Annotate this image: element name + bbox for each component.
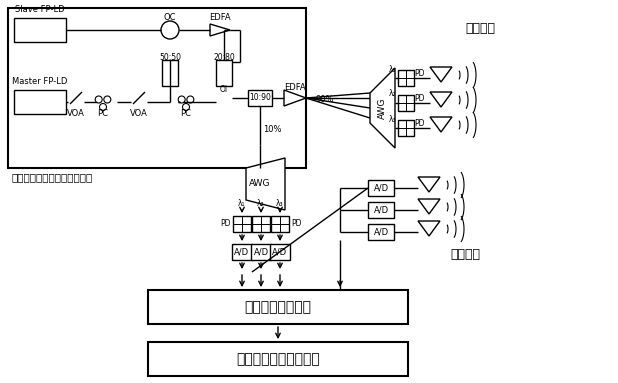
Text: λ₃: λ₃ [389, 115, 397, 123]
Text: λ₂: λ₂ [257, 200, 265, 208]
Text: VOA: VOA [130, 108, 148, 118]
Text: λ₃: λ₃ [276, 200, 284, 208]
Bar [398, 120, 414, 136]
Bar [271, 216, 289, 232]
Polygon shape [418, 221, 440, 236]
Polygon shape [284, 90, 306, 106]
Polygon shape [370, 68, 395, 148]
Text: 乳腺肿瘤分类识别模块: 乳腺肿瘤分类识别模块 [236, 352, 320, 366]
Bar [270, 244, 290, 260]
Bar [148, 290, 408, 324]
Bar [232, 244, 252, 260]
Polygon shape [430, 117, 452, 132]
Text: 混沌微波光子超宽带产生单元: 混沌微波光子超宽带产生单元 [12, 172, 93, 182]
Text: Master FP-LD: Master FP-LD [12, 77, 68, 86]
Text: 90%: 90% [316, 95, 334, 105]
Text: PD: PD [221, 219, 231, 229]
Text: A/D: A/D [234, 247, 250, 257]
Text: PD: PD [291, 219, 302, 229]
Text: A/D: A/D [253, 247, 269, 257]
Text: OC: OC [164, 13, 176, 23]
Polygon shape [430, 92, 452, 107]
Bar [162, 60, 178, 86]
Polygon shape [246, 158, 285, 210]
Bar [216, 60, 232, 86]
Polygon shape [418, 199, 440, 214]
Bar [368, 224, 394, 240]
Text: VOA: VOA [67, 108, 85, 118]
Text: λ₂: λ₂ [389, 90, 397, 98]
Text: A/D: A/D [373, 228, 389, 236]
Text: EDFA: EDFA [284, 82, 306, 92]
Text: 50:50: 50:50 [159, 52, 181, 62]
Text: PD: PD [414, 94, 425, 103]
Text: 数字信号采集模块: 数字信号采集模块 [245, 300, 311, 314]
Bar [248, 90, 272, 106]
Text: A/D: A/D [373, 183, 389, 193]
Text: 接收天线: 接收天线 [450, 248, 480, 261]
Text: 10%: 10% [263, 126, 282, 134]
Text: PD: PD [414, 119, 425, 128]
Text: PC: PC [98, 108, 109, 118]
Polygon shape [418, 177, 440, 192]
Text: λ₁: λ₁ [239, 200, 246, 208]
Text: 20:80: 20:80 [213, 52, 235, 62]
Text: EDFA: EDFA [209, 13, 231, 23]
Text: AWG: AWG [249, 180, 271, 188]
Bar [14, 90, 66, 114]
Bar [252, 216, 270, 232]
Bar [251, 244, 271, 260]
Text: A/D: A/D [373, 206, 389, 214]
Text: A/D: A/D [273, 247, 287, 257]
Bar [8, 8, 306, 168]
Bar [398, 95, 414, 111]
Text: Slave FP-LD: Slave FP-LD [15, 5, 65, 14]
Text: OI: OI [220, 85, 228, 95]
Bar [368, 202, 394, 218]
Bar [233, 216, 251, 232]
Bar [398, 70, 414, 86]
Polygon shape [210, 24, 230, 36]
Bar [368, 180, 394, 196]
Text: PC: PC [180, 108, 192, 118]
Text: PD: PD [414, 69, 425, 78]
Text: λ₁: λ₁ [389, 64, 397, 74]
Text: 10:90: 10:90 [249, 93, 271, 103]
Text: AWG: AWG [378, 97, 386, 119]
Polygon shape [430, 67, 452, 82]
Bar [14, 18, 66, 42]
Bar [148, 342, 408, 376]
Text: 发射天线: 发射天线 [465, 22, 495, 35]
